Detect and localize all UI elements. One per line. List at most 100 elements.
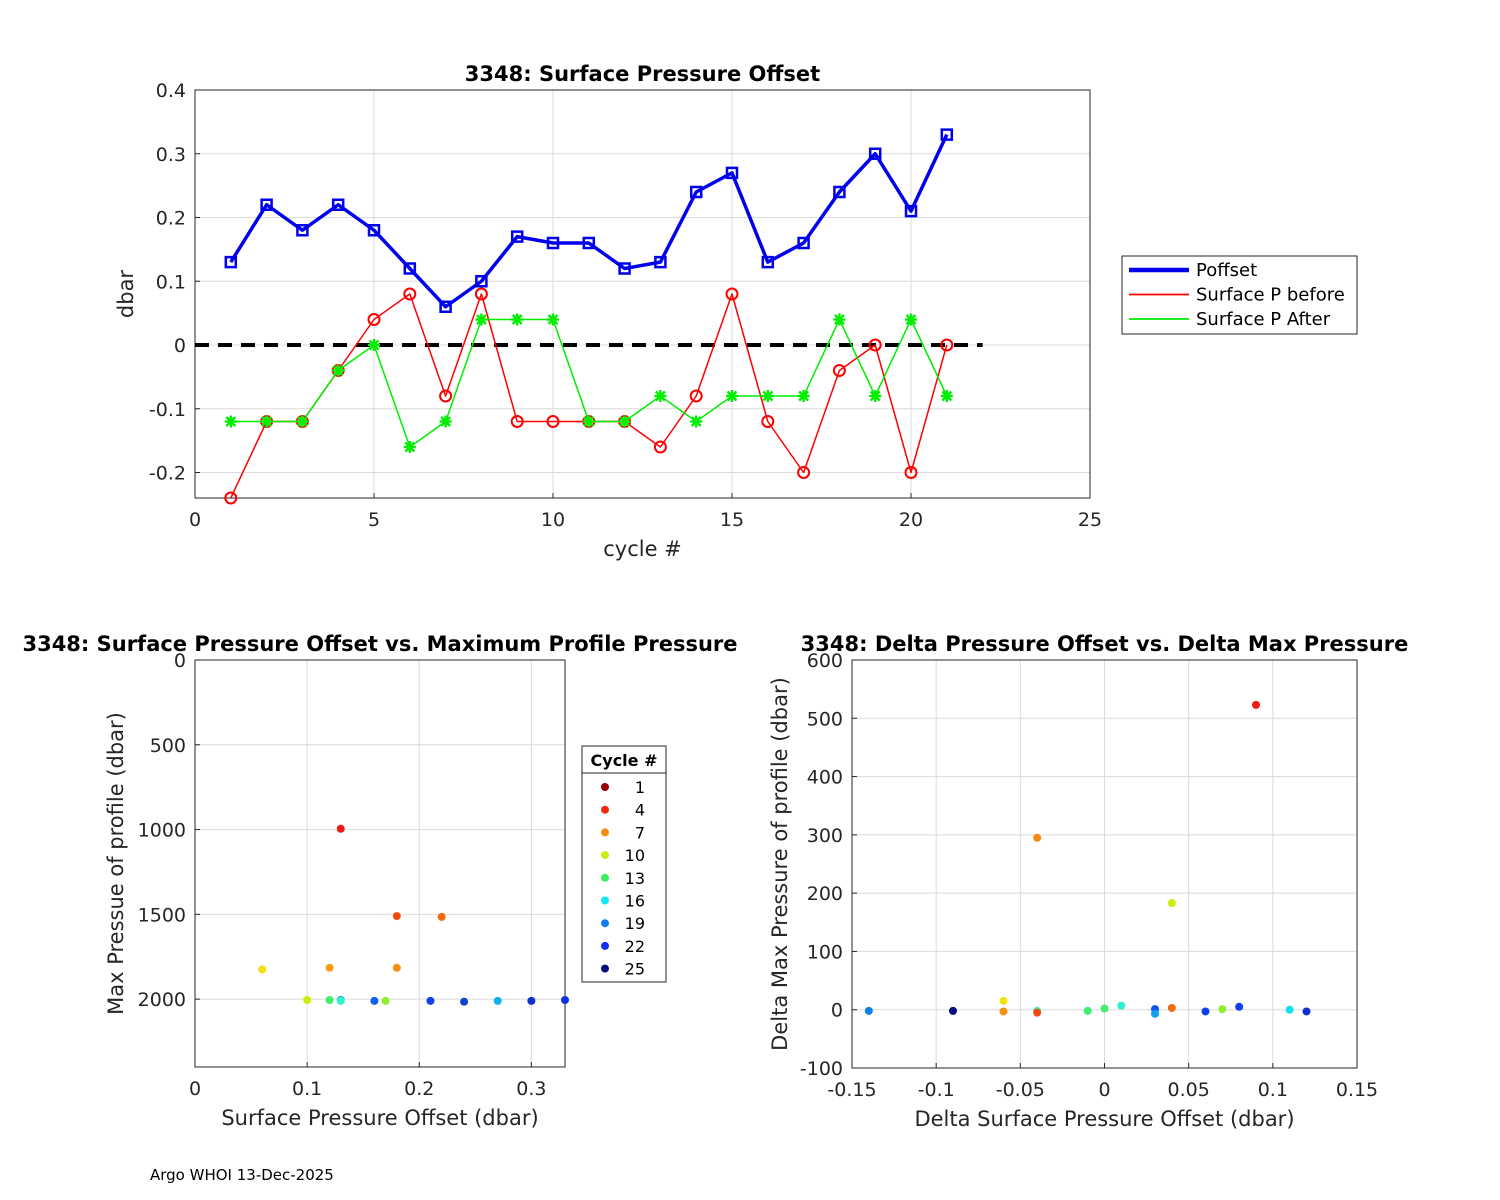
legend-label: 13 (625, 869, 645, 888)
data-point (547, 313, 559, 326)
marker-stroke (798, 390, 809, 402)
data-point (367, 224, 381, 237)
data-point (1218, 1005, 1227, 1014)
y-axis-label: Max Pressue of profile (dbar) (104, 712, 128, 1015)
data-point (761, 255, 775, 269)
data-point (325, 996, 334, 1005)
marker-stroke (261, 416, 272, 427)
y-tick-label: 0.4 (156, 80, 186, 102)
data-point (403, 441, 416, 453)
axes-box (194, 659, 566, 1068)
data-point (332, 364, 345, 377)
data-point (797, 390, 810, 402)
axes-box (851, 659, 1358, 1069)
data-point (797, 236, 810, 250)
data-point (654, 390, 667, 402)
marker-stroke (655, 390, 666, 402)
data-point (1151, 1009, 1159, 1018)
data-point (439, 389, 453, 403)
legend-swatch (601, 828, 609, 837)
data-point (336, 996, 345, 1005)
legend: Poffset Surface P before Surface P After (1121, 255, 1358, 335)
data-point (797, 466, 811, 479)
x-tick-label: 0.15 (1336, 1079, 1378, 1101)
plot-area (195, 90, 1090, 498)
data-point (325, 963, 334, 972)
chart-1: 0 5 10 15 20 25 -0.2 -0.1 0 0.1 0.2 0.3 0.4 3348: Sur… (114, 62, 1102, 561)
x-tick-label: 0 (189, 1078, 201, 1100)
legend-label: 4 (635, 801, 645, 820)
x-tick-label: 0.3 (516, 1078, 546, 1100)
chart-title: 3348: Surface Pressure Offset (465, 62, 820, 86)
y-tick-label: 0 (174, 335, 186, 357)
y-tick-label: 0.2 (156, 208, 186, 230)
legend-swatch (601, 896, 609, 905)
x-tick-label: -0.1 (918, 1079, 955, 1101)
legend-swatch (601, 941, 609, 950)
data-point (1285, 1005, 1294, 1014)
data-point (303, 996, 312, 1005)
data-point (367, 313, 381, 326)
y-tick-label: 500 (150, 735, 186, 757)
data-point (527, 996, 536, 1005)
data-point (949, 1006, 957, 1015)
data-point (999, 1007, 1008, 1016)
chart-2: 0 0.1 0.2 0.3 0 500 1000 1500 2000 3348: Surface … (22, 632, 737, 1130)
marker-stroke (905, 314, 917, 325)
x-tick-label: 0 (1098, 1079, 1110, 1101)
data-point (296, 415, 309, 428)
data-point (761, 390, 774, 402)
data-point (582, 236, 596, 250)
data-point (460, 997, 469, 1006)
data-point (561, 996, 569, 1005)
data-point (725, 166, 739, 180)
data-point (653, 440, 667, 454)
data-point (474, 287, 488, 301)
legend-label: 7 (635, 823, 645, 842)
data-point (689, 389, 703, 403)
data-point (690, 415, 703, 428)
data-point (904, 466, 918, 479)
y-tick-label: 100 (807, 941, 843, 963)
data-point (403, 262, 417, 275)
marker-stroke (869, 390, 881, 402)
x-axis-label: Surface Pressure Offset (dbar) (221, 1106, 538, 1130)
marker-stroke (619, 416, 630, 427)
y-tick-label: 200 (807, 883, 843, 905)
data-point (1167, 899, 1176, 908)
data-point (1117, 1001, 1126, 1010)
marker-stroke (368, 339, 380, 351)
data-point (868, 338, 882, 352)
series-line (229, 133, 949, 309)
data-point (426, 996, 435, 1005)
data-point (1033, 1008, 1042, 1017)
plot-area (195, 660, 565, 1067)
data-point (546, 236, 560, 250)
x-tick-label: -0.05 (996, 1079, 1045, 1101)
y-tick-label: 0 (831, 1000, 843, 1022)
data-point (336, 824, 345, 833)
chart-3: -0.15 -0.1 -0.05 0 0.05 0.1 0.15 -100 0 100 200 300… (768, 632, 1408, 1131)
data-point (905, 313, 917, 326)
x-tick-label: 0.1 (1258, 1079, 1288, 1101)
legend-label: 1 (635, 778, 645, 797)
legend-label: 10 (625, 846, 645, 865)
x-tick-label: 20 (899, 509, 923, 531)
data-point (510, 415, 524, 428)
marker-stroke (404, 441, 416, 453)
legend-label: 22 (625, 937, 645, 956)
data-point (475, 313, 488, 326)
marker-stroke (225, 416, 237, 427)
legend-swatch (601, 873, 609, 882)
data-point (370, 996, 379, 1005)
x-tick-label: 25 (1078, 509, 1102, 531)
axes-box (194, 89, 1091, 499)
data-point (869, 390, 882, 402)
legend-title: Cycle # (591, 751, 658, 770)
legend-label: Surface P before (1196, 285, 1345, 306)
marker-stroke (511, 314, 523, 325)
x-tick-label: 5 (368, 509, 380, 531)
x-tick-label: 0.05 (1168, 1079, 1210, 1101)
legend-swatch (601, 805, 609, 814)
